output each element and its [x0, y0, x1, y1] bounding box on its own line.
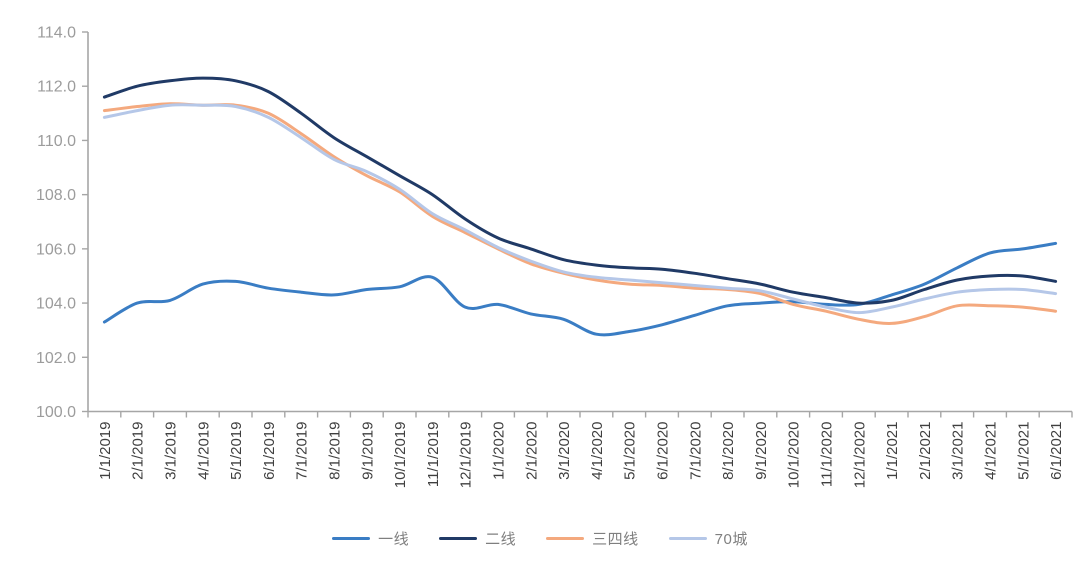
- x-axis-tick-label: 1/1/2021: [884, 422, 901, 480]
- series-line-70城: [102, 103, 1058, 315]
- x-axis-tick-label: 8/1/2019: [327, 422, 344, 480]
- x-axis-tick-label: 8/1/2020: [720, 422, 737, 480]
- y-axis-tick-label: 108.0: [36, 187, 76, 204]
- legend-item: 二线: [439, 528, 516, 549]
- y-axis-tick-label: 112.0: [37, 79, 76, 96]
- chart-legend: 一线 二线 三四线 70城: [0, 528, 1080, 549]
- legend-label: 三四线: [592, 531, 639, 548]
- x-axis-tick-label: 3/1/2020: [556, 422, 573, 480]
- x-axis-tick-label: 5/1/2020: [622, 422, 639, 480]
- y-axis-tick-label: 114.0: [37, 25, 76, 42]
- x-axis-tick-label: 1/1/2020: [491, 422, 508, 480]
- x-axis-tick-label: 4/1/2020: [589, 422, 606, 480]
- x-axis-tick-label: 5/1/2021: [1015, 422, 1032, 480]
- legend-item: 一线: [332, 528, 409, 549]
- x-axis-tick-label: 6/1/2019: [261, 422, 278, 480]
- y-axis-tick-label: 106.0: [36, 241, 76, 258]
- x-axis-tick-label: 11/1/2020: [819, 422, 836, 488]
- legend-swatch-icon: [546, 536, 585, 541]
- x-axis-tick-label: 6/1/2020: [655, 422, 672, 480]
- series-line-二线: [102, 76, 1058, 305]
- series-line-三四线: [102, 102, 1058, 325]
- x-axis-tick-label: 4/1/2019: [195, 422, 212, 480]
- x-axis-tick-label: 11/1/2019: [425, 422, 442, 488]
- legend-swatch-icon: [668, 536, 707, 541]
- x-axis-tick-label: 10/1/2020: [786, 422, 803, 489]
- x-axis-tick-label: 6/1/2021: [1048, 422, 1065, 480]
- legend-label: 70城: [714, 531, 748, 548]
- y-axis-tick-label: 110.0: [37, 133, 76, 150]
- x-axis-tick-label: 1/1/2019: [97, 422, 114, 480]
- x-axis-tick-label: 7/1/2019: [294, 422, 311, 480]
- legend-item: 70城: [668, 528, 748, 549]
- legend-label: 二线: [485, 531, 517, 548]
- y-axis-tick-label: 102.0: [36, 350, 76, 367]
- legend-swatch-icon: [332, 536, 371, 541]
- legend-item: 三四线: [546, 528, 639, 549]
- x-axis-tick-label: 9/1/2019: [359, 422, 376, 480]
- x-axis-tick-label: 2/1/2021: [917, 422, 934, 480]
- legend-label: 一线: [378, 531, 410, 548]
- y-axis-tick-label: 104.0: [36, 296, 76, 313]
- x-axis-tick-label: 9/1/2020: [753, 422, 770, 480]
- x-axis-tick-label: 2/1/2020: [523, 422, 540, 480]
- x-axis-tick-label: 12/1/2020: [851, 422, 868, 489]
- y-axis-tick-label: 100.0: [36, 404, 76, 421]
- x-axis-tick-label: 12/1/2019: [458, 422, 475, 489]
- series-line-一线: [102, 241, 1058, 337]
- x-axis-tick-label: 3/1/2019: [163, 422, 180, 480]
- x-axis-tick-label: 10/1/2019: [392, 422, 409, 489]
- x-axis-tick-label: 4/1/2021: [983, 422, 1000, 480]
- x-axis-tick-label: 7/1/2020: [687, 422, 704, 480]
- x-axis-tick-label: 2/1/2019: [130, 422, 147, 480]
- legend-swatch-icon: [439, 536, 478, 541]
- x-axis-tick-label: 3/1/2021: [950, 422, 967, 480]
- x-axis-tick-label: 5/1/2019: [228, 422, 245, 480]
